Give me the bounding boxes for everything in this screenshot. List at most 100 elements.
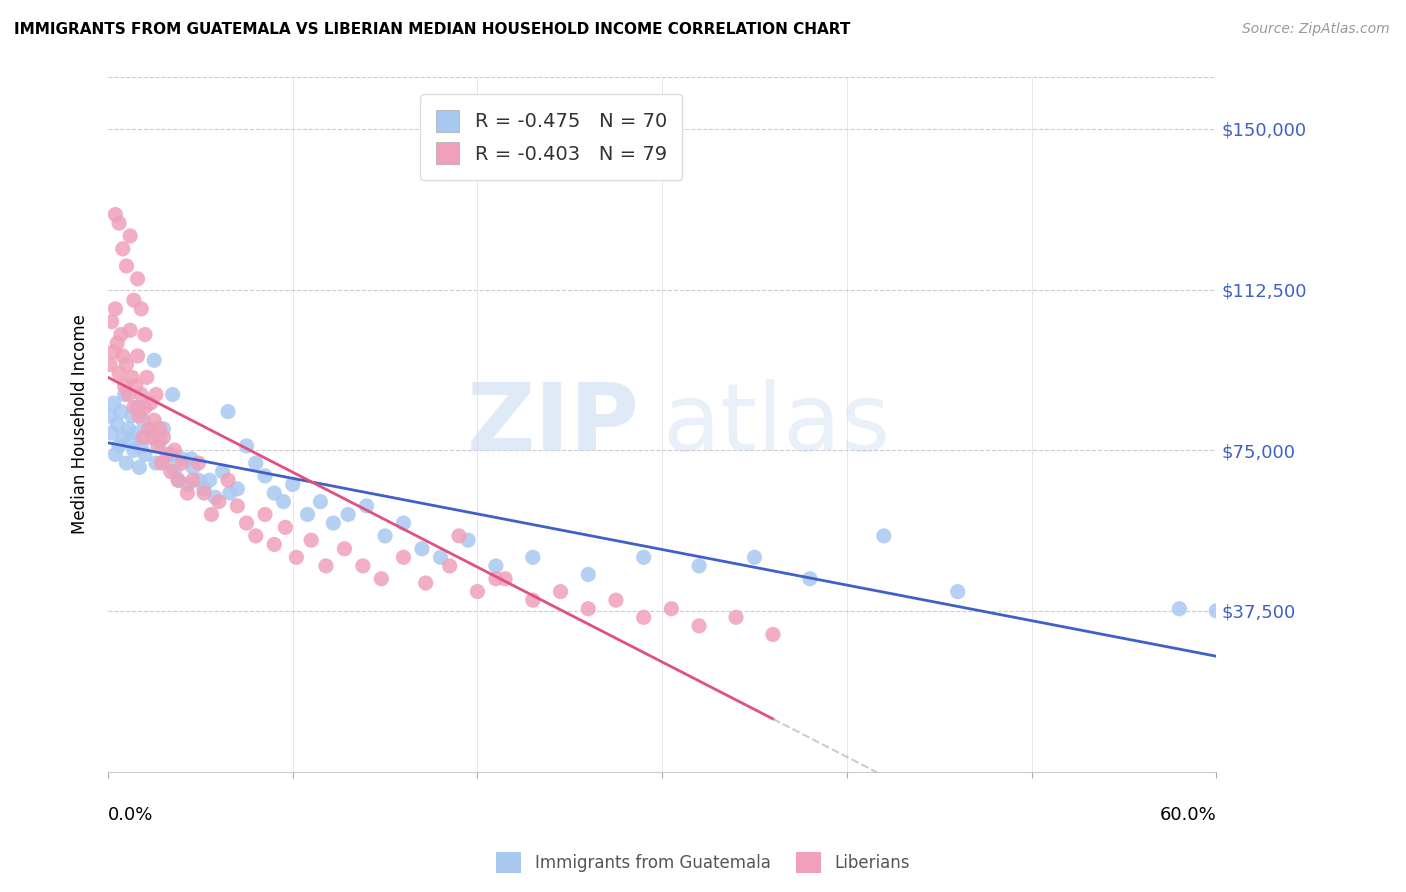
Point (127, 349, 149, 363)
Point (117, 422, 139, 436)
Point (457, 533, 479, 548)
Point (176, 477, 198, 491)
Point (132, 430, 155, 444)
Point (285, 550, 308, 565)
Point (273, 494, 295, 508)
Point (128, 460, 150, 475)
Point (141, 430, 163, 444)
Text: atlas: atlas (662, 378, 890, 470)
Point (143, 353, 166, 368)
Point (309, 494, 332, 508)
Point (494, 572, 516, 586)
Point (219, 486, 242, 500)
Point (217, 404, 239, 418)
Point (122, 293, 145, 308)
Point (115, 456, 138, 470)
Point (105, 336, 128, 351)
Point (108, 439, 131, 453)
Point (127, 272, 149, 286)
Text: Source: ZipAtlas.com: Source: ZipAtlas.com (1241, 22, 1389, 37)
Point (429, 550, 451, 565)
Point (141, 430, 163, 444)
Point (156, 448, 179, 462)
Point (200, 508, 222, 522)
Point (115, 259, 138, 273)
Point (129, 439, 152, 453)
Point (208, 494, 231, 508)
Point (633, 550, 655, 565)
Point (135, 370, 157, 384)
Point (149, 434, 172, 449)
Point (149, 422, 172, 436)
Y-axis label: Median Household Income: Median Household Income (72, 315, 89, 534)
Point (108, 216, 131, 230)
Point (122, 401, 145, 415)
Point (217, 473, 239, 487)
Point (873, 529, 896, 543)
Point (322, 516, 344, 530)
Point (125, 379, 148, 393)
Point (467, 584, 489, 599)
Point (111, 349, 134, 363)
Point (121, 370, 143, 384)
Point (159, 448, 181, 462)
Point (104, 448, 127, 462)
Point (146, 439, 169, 453)
Text: IMMIGRANTS FROM GUATEMALA VS LIBERIAN MEDIAN HOUSEHOLD INCOME CORRELATION CHART: IMMIGRANTS FROM GUATEMALA VS LIBERIAN ME… (14, 22, 851, 37)
Point (181, 460, 204, 475)
Point (253, 469, 276, 483)
Point (193, 482, 215, 496)
Point (392, 550, 415, 565)
Point (204, 491, 226, 505)
Point (245, 456, 267, 470)
Point (688, 619, 710, 633)
Point (281, 477, 304, 491)
Point (198, 473, 221, 487)
Point (392, 516, 415, 530)
Point (100, 315, 122, 329)
Point (661, 601, 683, 615)
Point (235, 439, 257, 453)
Point (550, 584, 572, 599)
Point (139, 396, 162, 410)
Point (762, 627, 785, 641)
Point (1205, 604, 1227, 618)
Point (132, 413, 155, 427)
Point (120, 229, 142, 244)
Point (946, 584, 969, 599)
Point (145, 456, 167, 470)
Point (162, 387, 184, 401)
Point (315, 558, 337, 573)
Point (98, 409, 121, 423)
Point (167, 473, 190, 487)
Point (799, 572, 821, 586)
Point (415, 576, 437, 591)
Text: ZIP: ZIP (467, 378, 640, 470)
Point (187, 456, 209, 470)
Point (129, 387, 152, 401)
Point (120, 323, 142, 337)
Point (439, 558, 461, 573)
Point (138, 422, 160, 436)
Point (447, 529, 470, 543)
Point (263, 537, 285, 551)
Point (104, 208, 127, 222)
Point (127, 401, 149, 415)
Point (163, 443, 186, 458)
Legend: Immigrants from Guatemala, Liberians: Immigrants from Guatemala, Liberians (489, 846, 917, 880)
Point (337, 508, 360, 522)
Point (110, 404, 132, 418)
Point (253, 508, 276, 522)
Point (263, 486, 285, 500)
Point (134, 327, 156, 342)
Point (226, 482, 249, 496)
Point (411, 541, 433, 556)
Point (274, 520, 297, 534)
Point (688, 558, 710, 573)
Point (352, 558, 374, 573)
Point (104, 301, 127, 316)
Point (180, 451, 202, 466)
Point (98, 358, 121, 372)
Point (103, 396, 125, 410)
Point (138, 422, 160, 436)
